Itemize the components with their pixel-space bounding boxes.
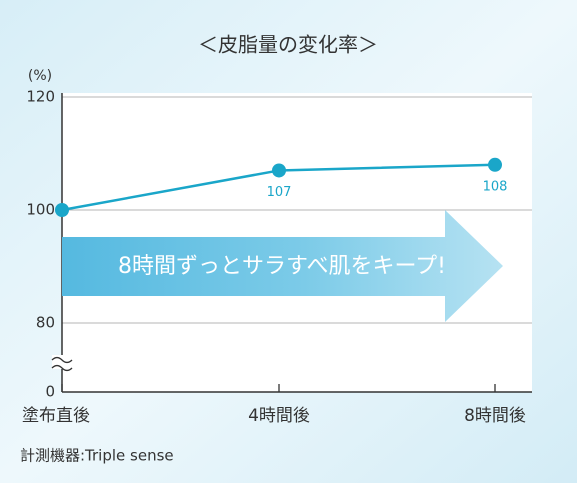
grid [62, 96, 532, 324]
axis-break [51, 356, 73, 372]
y-tick-label: 80 [36, 314, 55, 332]
chart-title: ＜皮脂量の変化率＞ [198, 33, 378, 57]
y-tick-label: 120 [26, 88, 55, 106]
y-tick-label: 0 [45, 383, 55, 401]
footnote: 計測機器:Triple sense [20, 447, 174, 465]
callout-arrow [62, 210, 503, 322]
data-point [272, 163, 286, 178]
x-tick-label: 4時間後 [248, 406, 310, 426]
x-tick-label: 8時間後 [464, 406, 526, 426]
x-tick-label: 塗布直後 [22, 405, 90, 426]
data-point [55, 203, 69, 217]
y-unit: (%) [28, 68, 52, 84]
data-point [488, 157, 502, 172]
y-tick-label: 100 [26, 201, 55, 219]
data-label: 107 [267, 185, 292, 200]
callout-text: 8時間ずっとサラすべ肌をキープ! [118, 254, 446, 279]
data-label: 108 [483, 179, 508, 194]
